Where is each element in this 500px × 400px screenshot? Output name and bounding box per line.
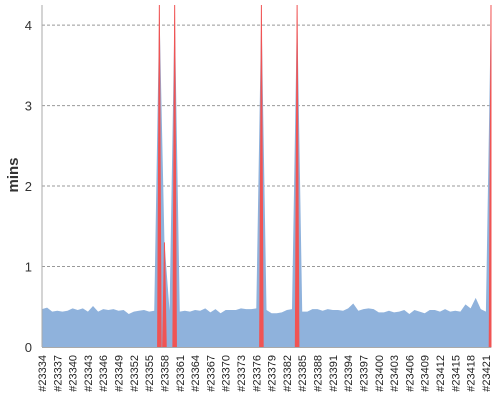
x-tick-23340: #23340 <box>68 355 80 392</box>
x-tick-23349: #23349 <box>114 355 126 392</box>
x-tick-23388: #23388 <box>313 355 325 392</box>
y-tick-3: 3 <box>25 99 32 114</box>
x-tick-23397: #23397 <box>358 355 370 392</box>
x-tick-23364: #23364 <box>190 355 202 392</box>
x-tick-23406: #23406 <box>404 355 416 392</box>
axes <box>41 5 491 348</box>
x-tick-23358: #23358 <box>159 355 171 392</box>
x-tick-23343: #23343 <box>83 355 95 392</box>
series-base-area <box>42 5 491 347</box>
x-tick-23403: #23403 <box>389 355 401 392</box>
spike-#23360 <box>172 4 177 348</box>
x-tick-23391: #23391 <box>328 355 340 392</box>
x-tick-23412: #23412 <box>435 355 447 392</box>
y-tick-labels: 0 1 2 3 4 <box>25 18 32 355</box>
x-tick-23409: #23409 <box>420 355 432 392</box>
x-tick-labels: #23334 #23337 #23340 #23343 #23346 #23349 #233… <box>37 355 493 392</box>
y-axis-label: mins <box>5 157 22 192</box>
x-tick-23334: #23334 <box>37 355 49 392</box>
spike-#23377 <box>259 4 264 348</box>
x-tick-23355: #23355 <box>144 355 156 392</box>
x-tick-23394: #23394 <box>343 355 355 392</box>
x-tick-23367: #23367 <box>205 355 217 392</box>
x-tick-23379: #23379 <box>267 355 279 392</box>
x-tick-23418: #23418 <box>466 355 478 392</box>
x-tick-23421: #23421 <box>481 355 493 392</box>
y-tick-1: 1 <box>25 260 32 275</box>
x-tick-23373: #23373 <box>236 355 248 392</box>
x-tick-23361: #23361 <box>175 355 187 392</box>
plot-area <box>42 4 492 348</box>
gridlines <box>42 24 491 268</box>
x-tick-23376: #23376 <box>251 355 263 392</box>
y-tick-0: 0 <box>25 340 32 355</box>
x-tick-23415: #23415 <box>450 355 462 392</box>
x-tick-23370: #23370 <box>221 355 233 392</box>
x-tick-23400: #23400 <box>374 355 386 392</box>
y-tick-2: 2 <box>25 179 32 194</box>
x-tick-23382: #23382 <box>282 355 294 392</box>
x-tick-23385: #23385 <box>297 355 309 392</box>
x-tick-23346: #23346 <box>98 355 110 392</box>
spike-#23357 <box>157 4 162 348</box>
spike-#23384 <box>294 4 300 348</box>
x-tick-23337: #23337 <box>52 355 64 392</box>
y-tick-4: 4 <box>25 18 32 33</box>
x-tick-23352: #23352 <box>129 355 141 392</box>
